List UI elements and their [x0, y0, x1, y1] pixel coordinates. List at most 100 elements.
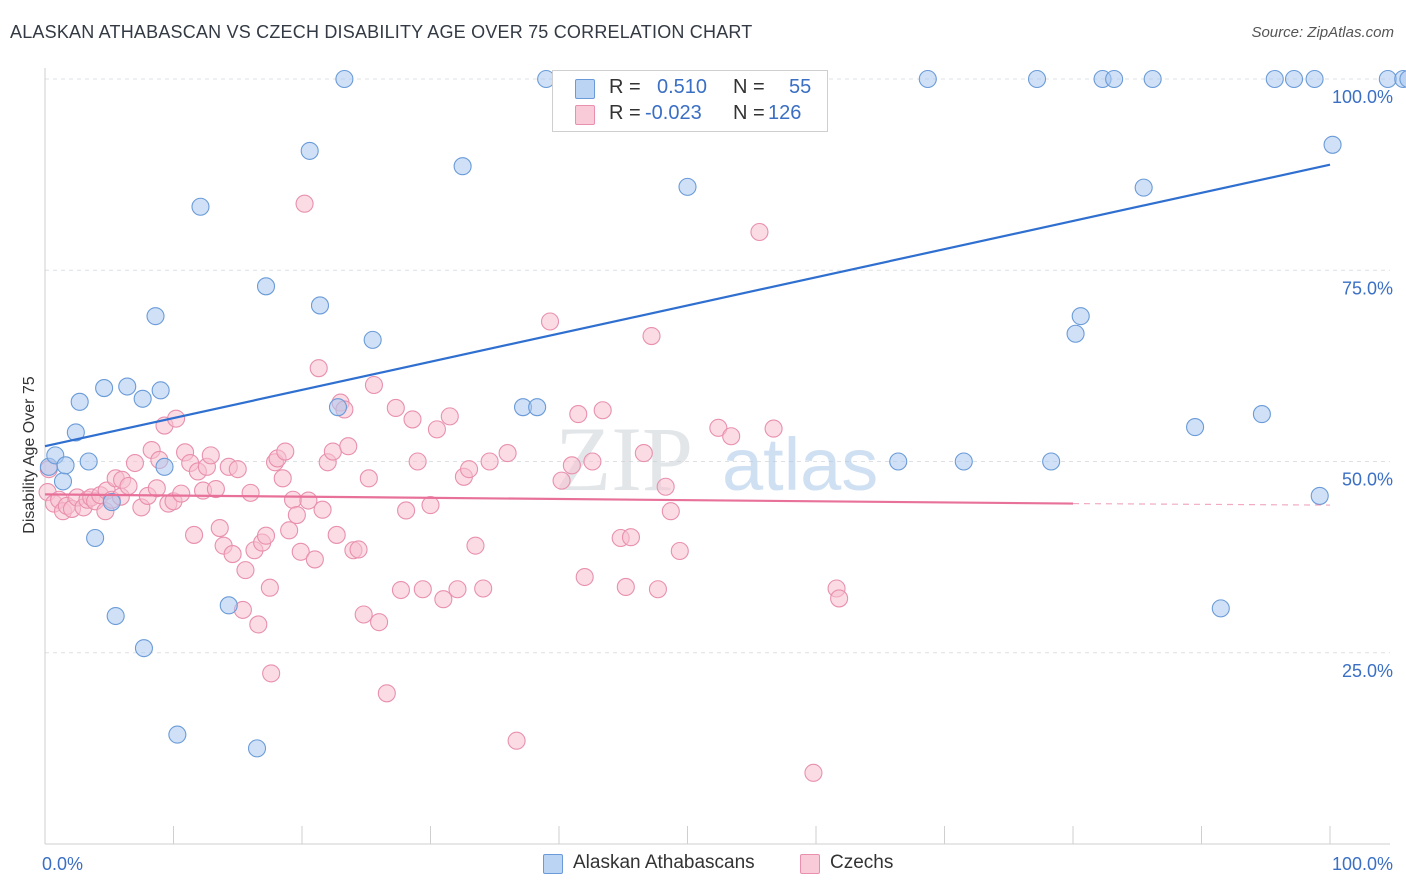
- czech-point: [830, 589, 849, 608]
- athabascan-point: [95, 379, 114, 398]
- athabascan-point: [1310, 486, 1329, 505]
- czech-point: [295, 194, 314, 213]
- athabascan-point: [247, 739, 267, 758]
- athabascan-point: [918, 69, 937, 89]
- athabascan-point: [106, 606, 125, 626]
- czech-point: [562, 456, 581, 475]
- athabascan-point: [1066, 324, 1085, 343]
- athabascan-point: [1305, 69, 1324, 89]
- czech-point: [448, 580, 467, 599]
- athabascan-point: [168, 725, 187, 744]
- athabascan-point: [191, 197, 210, 216]
- legend-r-value: -0.023: [645, 102, 702, 124]
- y-axis-label: Disability Age Over 75: [21, 376, 38, 534]
- athabascan-point: [1105, 69, 1124, 89]
- czech-point: [273, 469, 292, 488]
- czech-point: [804, 763, 823, 782]
- czech-point: [354, 605, 373, 624]
- athabascan-point: [1378, 69, 1397, 89]
- trend-lines: [44, 163, 1331, 506]
- czech-point: [359, 469, 378, 488]
- czech-point: [119, 476, 138, 496]
- czech-point: [249, 615, 268, 634]
- legend-r-value: 0.510: [657, 76, 708, 98]
- czech-point: [616, 577, 635, 597]
- czech-point: [440, 407, 459, 426]
- athabascan-point: [53, 472, 73, 491]
- czech-point: [413, 580, 432, 599]
- athabascan-point: [335, 69, 354, 89]
- czech-point: [474, 579, 493, 598]
- czech-point: [287, 505, 306, 525]
- czech-point: [466, 536, 485, 555]
- athabascan-trend-line: [44, 163, 1331, 448]
- czech-point: [349, 540, 368, 559]
- athabascan-point: [310, 296, 330, 315]
- athabascan-point: [1211, 599, 1230, 618]
- athabascan-point: [66, 423, 85, 442]
- watermark: ZIP atlas: [555, 408, 878, 510]
- czech-point: [305, 550, 324, 569]
- czech-point: [397, 501, 416, 520]
- czech-point: [364, 375, 384, 395]
- czech-point: [377, 684, 396, 703]
- athabascan-point: [79, 452, 98, 471]
- athabascan-point: [1284, 69, 1304, 89]
- athabascan-point: [56, 456, 75, 475]
- czech-point: [593, 401, 612, 420]
- czech-point: [283, 490, 303, 509]
- czech-point: [172, 484, 191, 503]
- axis-labels: 25.0% 50.0% 75.0% 100.0% 0.0% 100.0% Disabilit…: [21, 87, 1393, 874]
- legend-label-czechs: Czechs: [830, 852, 894, 873]
- czech-point: [386, 398, 405, 418]
- athabascan-point: [954, 452, 973, 471]
- legend-swatch-czech: [575, 105, 595, 125]
- athabascan-point: [1143, 69, 1162, 89]
- czech-point: [147, 479, 166, 498]
- y-tick-label: 50.0%: [1342, 470, 1393, 490]
- czech-point: [427, 420, 446, 439]
- czech-point: [408, 452, 427, 471]
- czech-point: [262, 664, 281, 683]
- czech-point: [540, 312, 560, 331]
- czech-point: [323, 442, 342, 461]
- chart-title: ALASKAN ATHABASCAN VS CZECH DISABILITY A…: [10, 22, 753, 42]
- athabascan-point: [86, 528, 105, 548]
- athabascan-point: [134, 639, 153, 658]
- legend-n-label: N =: [733, 102, 765, 124]
- czech-point: [709, 418, 728, 437]
- legend-r-label: R =: [609, 76, 641, 98]
- czech-point: [236, 561, 255, 580]
- czech-point: [661, 502, 680, 521]
- athabascan-point: [219, 596, 238, 615]
- athabascan-point: [1027, 69, 1047, 89]
- czech-point: [421, 496, 440, 515]
- legend-n-label: N =: [733, 76, 765, 98]
- athabascan-points: [39, 69, 1406, 758]
- athabascan-point: [146, 307, 165, 326]
- athabascan-point: [151, 381, 170, 400]
- czech-point: [339, 437, 358, 456]
- czech-point: [228, 460, 247, 479]
- athabascan-point: [300, 141, 319, 160]
- legend-swatch-czech: [800, 854, 820, 874]
- czech-point: [403, 410, 422, 429]
- czech-point: [206, 479, 225, 499]
- legend-swatch-athabascan: [543, 854, 563, 874]
- athabascan-point: [328, 398, 348, 417]
- czech-point: [280, 521, 299, 540]
- athabascan-point: [889, 452, 908, 471]
- czech-point: [575, 567, 594, 587]
- y-tick-label: 100.0%: [1332, 87, 1393, 107]
- czech-point: [327, 525, 346, 544]
- athabascan-point: [155, 457, 174, 476]
- czech-point: [621, 528, 641, 547]
- athabascan-point: [528, 398, 547, 417]
- czech-point: [276, 442, 295, 461]
- x-tick-label-min: 0.0%: [42, 854, 83, 874]
- y-tick-label: 25.0%: [1342, 661, 1393, 681]
- athabascan-point: [102, 492, 121, 512]
- czech-point: [434, 590, 453, 609]
- athabascan-point: [1265, 69, 1284, 89]
